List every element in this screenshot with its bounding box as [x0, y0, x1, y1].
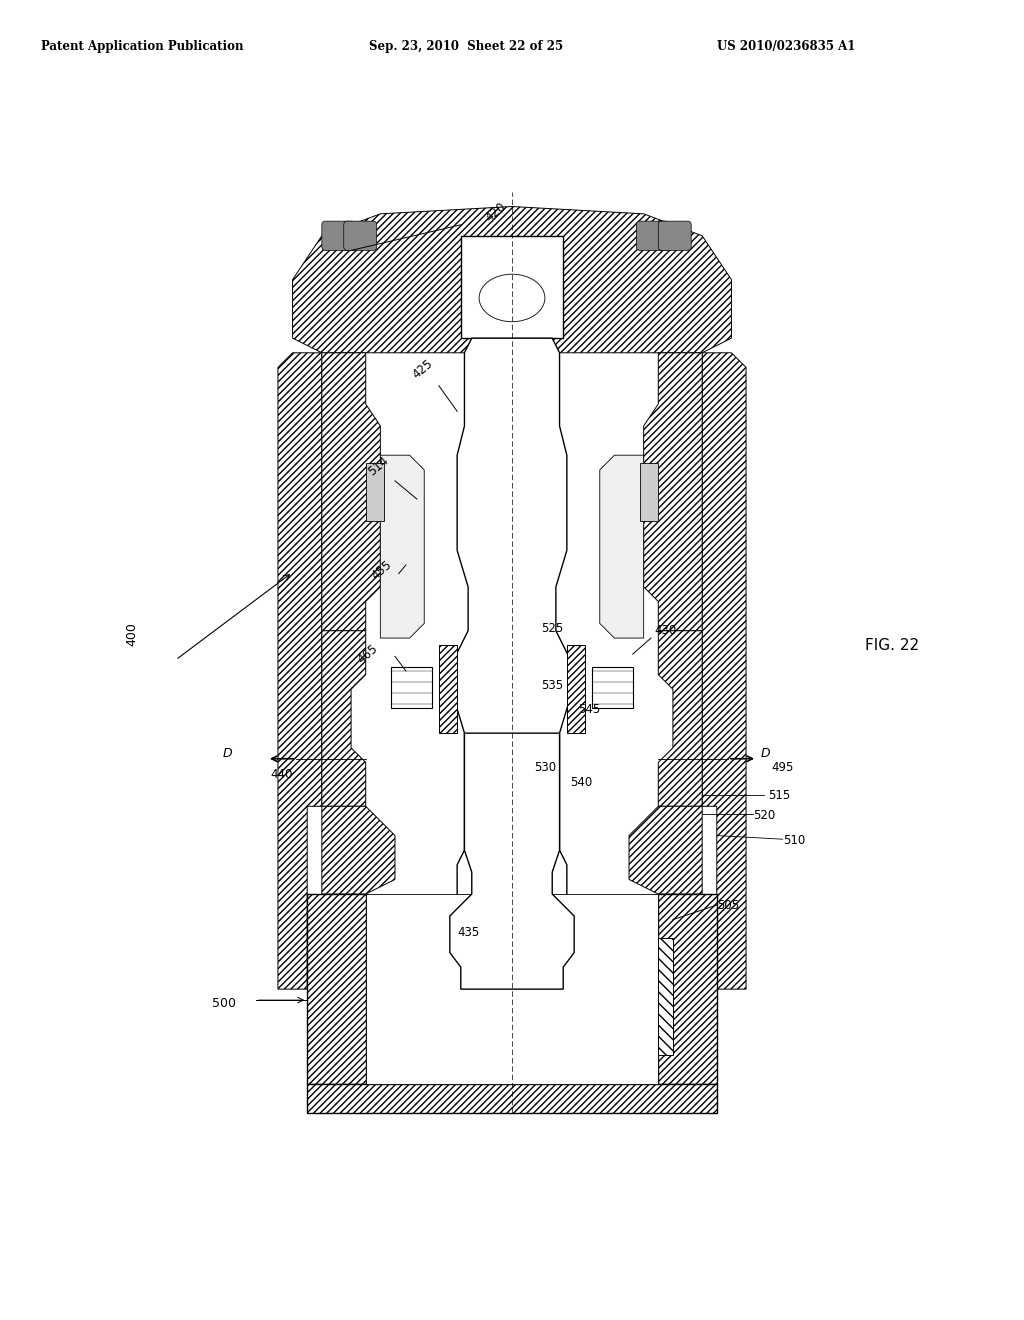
Polygon shape	[450, 733, 574, 989]
Polygon shape	[454, 338, 570, 989]
Text: 400: 400	[125, 623, 138, 647]
Bar	[593, 668, 633, 708]
FancyBboxPatch shape	[322, 222, 354, 251]
Text: Patent Application Publication: Patent Application Publication	[41, 40, 244, 53]
Polygon shape	[658, 631, 702, 807]
Bar	[640, 462, 658, 521]
Text: 455: 455	[370, 558, 395, 582]
Bar	[461, 236, 563, 338]
FancyBboxPatch shape	[636, 222, 670, 251]
Polygon shape	[293, 206, 731, 352]
Bar	[391, 668, 431, 708]
Text: 500: 500	[212, 998, 237, 1010]
Text: 530: 530	[534, 762, 556, 774]
Text: 525: 525	[542, 622, 563, 635]
Bar	[366, 462, 384, 521]
Text: 425: 425	[410, 356, 435, 381]
Polygon shape	[322, 352, 380, 631]
Polygon shape	[322, 631, 366, 807]
Bar	[658, 894, 717, 1084]
Text: 515: 515	[768, 789, 791, 803]
Text: 510: 510	[782, 834, 805, 847]
Text: US 2010/0236835 A1: US 2010/0236835 A1	[717, 40, 855, 53]
Text: 465: 465	[354, 643, 380, 667]
Bar	[307, 1084, 717, 1114]
Text: 435: 435	[457, 927, 479, 940]
Polygon shape	[702, 352, 746, 989]
Text: 505: 505	[717, 899, 739, 912]
Ellipse shape	[479, 275, 545, 322]
Polygon shape	[439, 645, 457, 733]
Polygon shape	[600, 455, 644, 638]
Polygon shape	[658, 939, 673, 1055]
Bar	[307, 894, 366, 1084]
Text: 430: 430	[654, 624, 677, 638]
Text: 514: 514	[366, 454, 391, 479]
Bar	[366, 894, 658, 1084]
Polygon shape	[380, 455, 424, 638]
Text: 440: 440	[270, 768, 293, 781]
FancyBboxPatch shape	[658, 222, 691, 251]
Polygon shape	[278, 352, 322, 989]
Polygon shape	[644, 352, 702, 631]
Text: D: D	[761, 747, 770, 759]
Text: 535: 535	[542, 680, 563, 692]
Polygon shape	[322, 807, 395, 894]
Text: 495: 495	[772, 762, 794, 774]
Text: 545: 545	[578, 702, 600, 715]
Text: 520: 520	[754, 809, 775, 822]
Text: 420: 420	[482, 199, 508, 224]
Text: D: D	[223, 747, 232, 759]
Polygon shape	[629, 807, 702, 894]
Text: 540: 540	[570, 776, 593, 789]
FancyBboxPatch shape	[344, 222, 377, 251]
Text: FIG. 22: FIG. 22	[865, 638, 920, 653]
Polygon shape	[567, 645, 585, 733]
Text: Sep. 23, 2010  Sheet 22 of 25: Sep. 23, 2010 Sheet 22 of 25	[369, 40, 563, 53]
